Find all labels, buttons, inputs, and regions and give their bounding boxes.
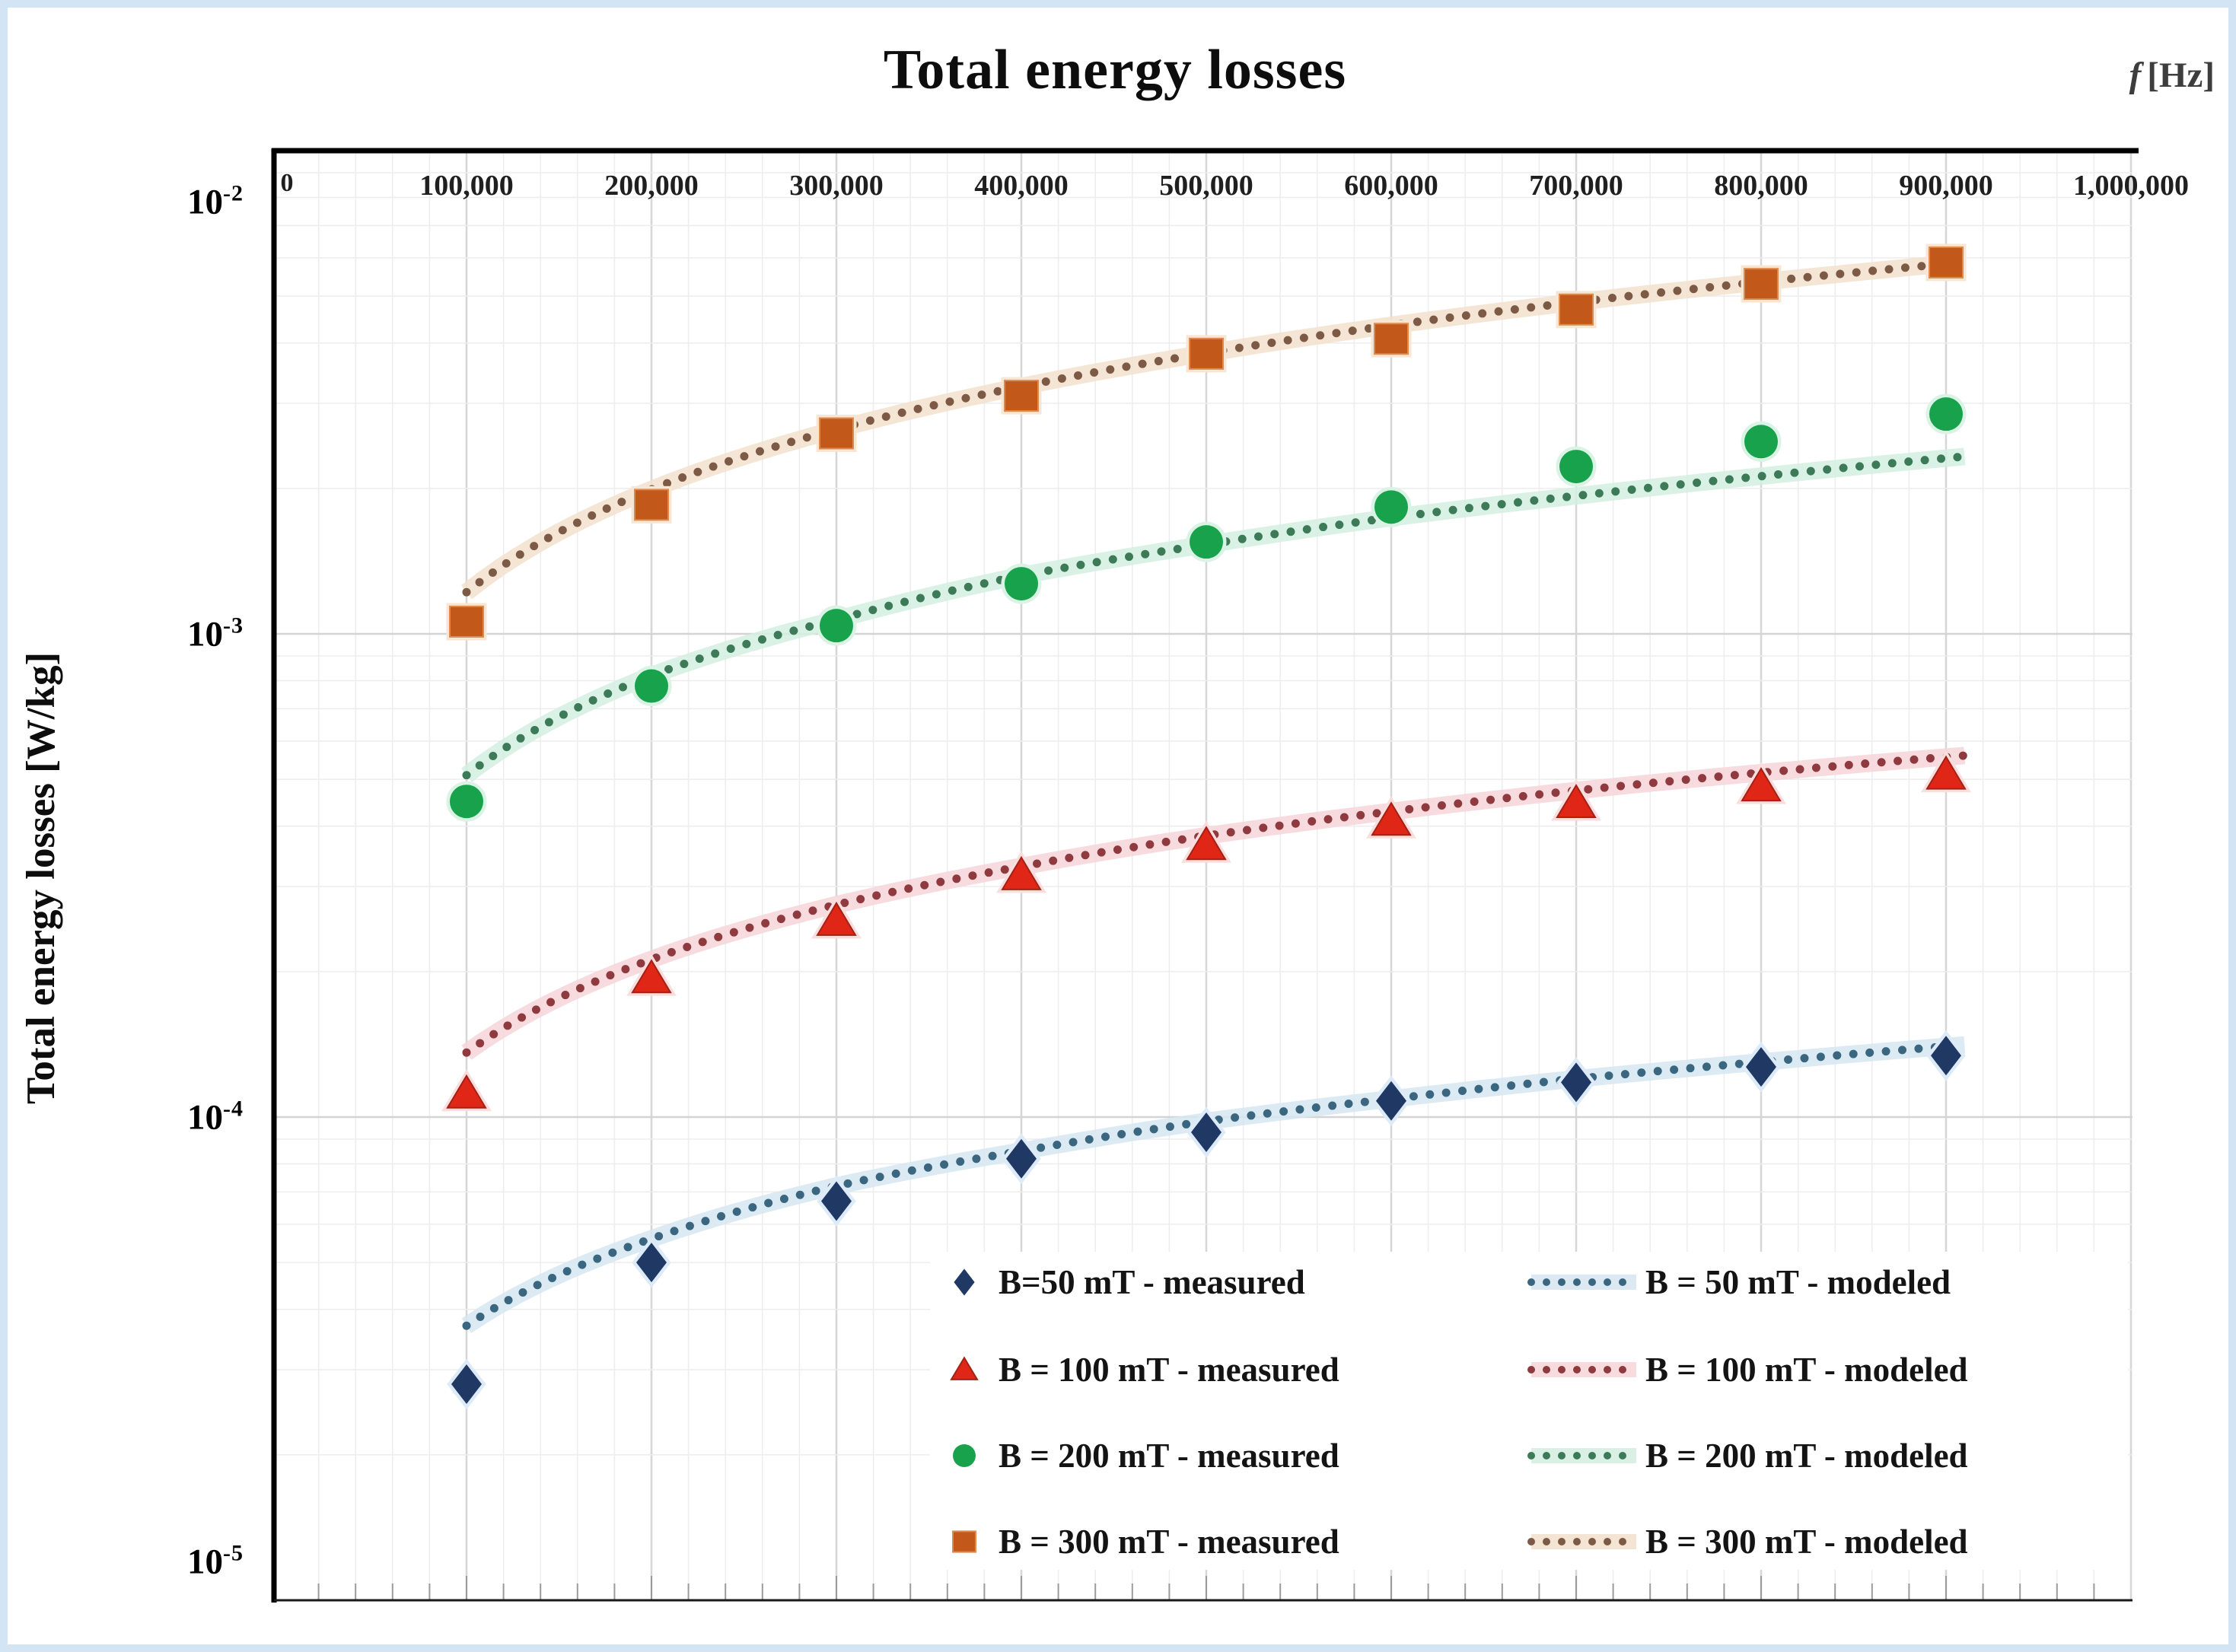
frequency-symbol: f bbox=[2129, 56, 2142, 95]
legend-square-icon bbox=[938, 1520, 991, 1564]
x-tick-label: 600,000 bbox=[1344, 170, 1438, 202]
x-axis-unit-label: f [Hz] bbox=[1986, 55, 2215, 96]
x-tick-label: 300,000 bbox=[789, 170, 884, 202]
legend-label-b50-measured: B=50 mT - measured bbox=[999, 1263, 1305, 1301]
legend-triangle-icon bbox=[938, 1348, 991, 1392]
x-tick-label: 500,000 bbox=[1159, 170, 1253, 202]
y-tick-label: 10-4 bbox=[187, 1096, 244, 1138]
legend-dotted-line-red-icon bbox=[1527, 1357, 1641, 1383]
legend-label-b100-measured: B = 100 mT - measured bbox=[999, 1351, 1339, 1389]
x-tick-label: 700,000 bbox=[1529, 170, 1623, 202]
y-tick-label: 10-3 bbox=[187, 613, 244, 654]
legend-label-b200-modeled: B = 200 mT - modeled bbox=[1645, 1437, 1968, 1475]
x-tick-label: 800,000 bbox=[1714, 170, 1808, 202]
legend-diamond-icon bbox=[938, 1260, 991, 1304]
y-axis-title: Total energy losses [W/kg] bbox=[19, 651, 63, 1105]
x-tick-label: 1,000,000 bbox=[2073, 170, 2189, 202]
legend-dotted-line-brown-icon bbox=[1527, 1529, 1641, 1555]
x-tick-label: 100,000 bbox=[419, 170, 514, 202]
legend-label-b200-measured: B = 200 mT - measured bbox=[999, 1437, 1339, 1475]
frequency-unit: [Hz] bbox=[2147, 56, 2215, 95]
legend-label-b300-modeled: B = 300 mT - modeled bbox=[1645, 1523, 1968, 1561]
legend-dotted-line-blue-icon bbox=[1527, 1269, 1641, 1295]
legend-circle-icon bbox=[938, 1434, 991, 1478]
legend-label-b300-measured: B = 300 mT - measured bbox=[999, 1523, 1339, 1561]
x-tick-label-origin: 0 bbox=[280, 169, 294, 197]
plot-area bbox=[271, 148, 2139, 1603]
legend-label-b100-modeled: B = 100 mT - modeled bbox=[1645, 1351, 1968, 1389]
x-tick-label: 900,000 bbox=[1899, 170, 1993, 202]
chart-title: Total energy losses bbox=[883, 39, 1347, 101]
y-tick-label: 10-2 bbox=[187, 180, 244, 222]
y-tick-label: 10-5 bbox=[187, 1540, 244, 1582]
x-tick-label: 200,000 bbox=[604, 170, 699, 202]
x-tick-label: 400,000 bbox=[974, 170, 1069, 202]
legend-label-b50-modeled: B = 50 mT - modeled bbox=[1645, 1263, 1951, 1301]
legend-dotted-line-green-icon bbox=[1527, 1443, 1641, 1469]
